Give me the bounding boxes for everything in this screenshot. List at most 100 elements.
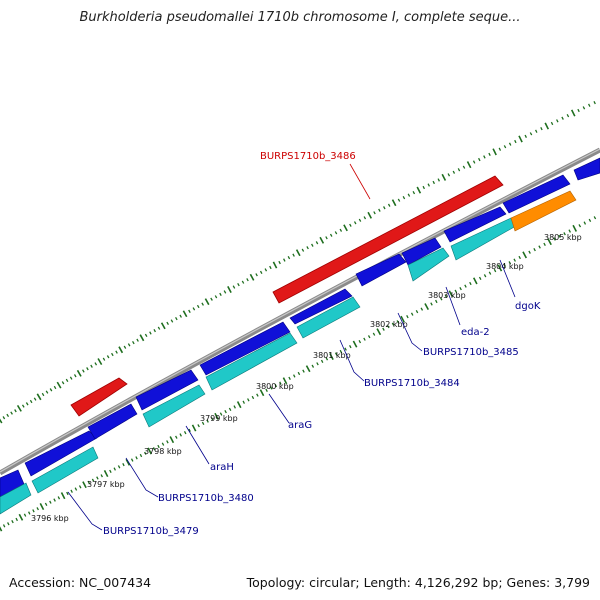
outer-tick-mark [227,286,232,293]
outer-tick-mark [283,258,286,262]
outer-tick-mark [556,119,559,123]
gene-label-burps1710b-3486[interactable]: BURPS1710b_3486 [260,151,356,162]
gene-feature-red-small[interactable] [70,377,128,417]
inner-tick-mark [169,436,175,444]
inner-tick-mark [349,344,352,349]
inner-tick-mark [279,381,282,385]
inner-tick-mark [503,263,507,267]
gene-label-burps1710b-3480[interactable]: BURPS1710b_3480 [158,493,254,504]
inner-tick-mark [274,383,278,388]
outer-tick-mark [264,268,268,272]
inner-tick-mark [183,431,187,435]
outer-tick-mark [179,314,182,318]
outer-tick-mark [36,393,42,401]
tick-label-3800: 3800 kbp [256,382,294,391]
outer-tick-mark [65,378,69,383]
outer-tick-mark [498,147,502,151]
outer-tick-mark [14,409,17,413]
inner-tick-mark [522,251,528,259]
gene-feature-cyan-3[interactable] [142,384,206,428]
inner-tick-mark [2,524,6,528]
gene-label-burps1710b-3479[interactable]: BURPS1710b_3479 [103,526,199,537]
inner-tick-mark [23,513,27,517]
inner-tick-mark [424,303,430,310]
gene-label-arag[interactable]: araG [288,420,312,431]
outer-tick-mark [452,170,456,174]
gene-feature-blue-11[interactable] [573,157,600,181]
gene-label-burps1710b-3485[interactable]: BURPS1710b_3485 [423,347,519,358]
outer-tick-mark [358,218,362,222]
inner-tick-mark [28,511,31,515]
gene-feature-blue-10[interactable] [502,174,571,214]
gene-label-arah[interactable]: araH [210,462,234,473]
outer-tick-mark [106,355,110,359]
inner-tick-mark [528,250,531,254]
outer-tick-mark [139,334,145,342]
gene-feature-blue-9[interactable] [443,206,507,243]
gene-feature-cyan-5[interactable] [296,296,361,339]
inner-tick-mark [265,388,268,392]
inner-tick-mark [36,507,39,511]
outer-tick-mark [175,316,178,321]
inner-tick-mark [339,349,343,354]
gene-label-burps1710b-3484[interactable]: BURPS1710b_3484 [364,378,460,389]
gene-label-dgok[interactable]: dgoK [515,301,541,312]
outer-tick-mark [311,243,314,247]
gene-feature-blue-7[interactable] [355,253,407,287]
inner-tick-mark [406,315,409,319]
outer-tick-mark [0,418,3,424]
inner-tick-mark [297,371,301,376]
outer-tick-mark [514,139,517,144]
outer-tick-mark [367,211,373,219]
outer-tick-mark [182,310,188,318]
map-title: Burkholderia pseudomallei 1710b chromoso… [79,10,521,25]
gene-feature-cyan-2[interactable] [31,446,99,494]
outer-tick-mark [10,411,13,415]
gene-feature-blue-5[interactable] [199,321,291,376]
outer-tick-mark [2,416,6,420]
gene-feature-cyan-4[interactable] [205,332,298,391]
gene-feature-red-burps1710b-3486[interactable] [272,175,504,304]
outer-tick-mark [566,114,570,118]
gene-feature-orange-dgok[interactable] [510,190,577,232]
outer-tick-mark [272,261,278,269]
outer-tick-mark [593,101,596,105]
outer-tick-mark [115,350,118,354]
inner-tick-mark [329,353,334,360]
tick-label-3804: 3804 kbp [486,262,524,271]
outer-tick-ring [0,101,596,424]
gene-feature-cyan-6[interactable] [407,247,450,282]
outer-tick-mark [278,260,281,265]
gene-feature-blue-6[interactable] [289,288,353,325]
outer-tick-mark [204,298,210,306]
inner-tick-mark [224,410,227,414]
inner-tick-mark [320,359,324,363]
reverse-genes-blue [0,157,600,498]
inner-tick-mark [228,407,232,411]
outer-tick-mark [524,134,527,138]
outer-tick-mark [127,343,131,347]
gene-feature-blue-8[interactable] [401,237,442,266]
inner-tick-mark [363,337,366,341]
outer-tick-mark [123,345,127,349]
outer-tick-mark [246,278,249,282]
outer-tick-mark [249,273,255,281]
leader-burps1710b-3480 [125,457,159,498]
inner-tick-mark [344,347,347,351]
inner-tick-mark [448,290,454,298]
gene-label-eda-2[interactable]: eda-2 [461,327,490,338]
inner-tick-mark [282,377,288,385]
outer-tick-mark [6,413,10,418]
outer-tick-mark [378,208,381,212]
inner-tick-mark [472,277,478,285]
outer-tick-mark [422,185,425,190]
outer-tick-mark [437,178,440,182]
inner-tick-mark [130,458,134,462]
gene-feature-cyan-1[interactable] [0,482,32,515]
gene-feature-blue-4[interactable] [135,369,199,411]
gene-feature-blue-3[interactable] [87,403,138,440]
outer-tick-mark [488,152,491,156]
inner-tick-mark [219,412,223,416]
outer-tick-mark [144,333,148,338]
outer-tick-mark [41,392,45,397]
